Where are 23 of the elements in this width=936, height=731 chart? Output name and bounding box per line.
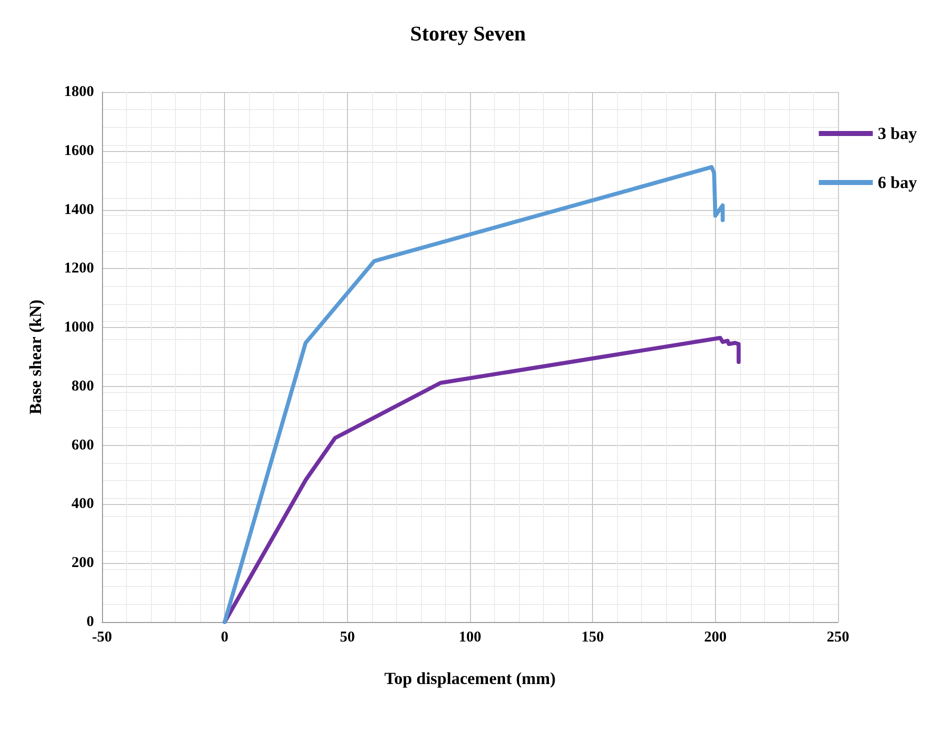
x-axis-title: Top displacement (mm) [384,669,556,688]
line-series [222,165,725,624]
x-tick-label: 150 [581,630,604,646]
y-axis-title: Base shear (kN) [26,300,45,414]
x-tick-label: 50 [340,630,355,646]
x-tick-label: 250 [826,630,850,646]
y-tick-label: 1000 [64,320,94,336]
y-tick-label: 1600 [64,142,94,159]
x-tick-label: 100 [458,630,482,646]
y-tick-label: 400 [72,496,94,512]
y-tick-label: 600 [72,437,94,454]
x-tick-label: -50 [92,630,112,646]
y-tick-label: 200 [72,555,94,572]
legend-label: 3 bay [878,124,918,143]
y-tick-label: 800 [72,378,94,394]
x-tick-label: 200 [704,630,727,646]
y-tick-label: 1800 [64,84,94,100]
y-tick-label: 1400 [64,202,94,218]
y-tick-label: 1200 [64,260,94,277]
legend-label: 6 bay [878,173,918,192]
x-tick-label: 0 [220,630,228,646]
y-tick-label: 0 [86,614,94,630]
chart-title: Storey Seven [410,22,526,46]
